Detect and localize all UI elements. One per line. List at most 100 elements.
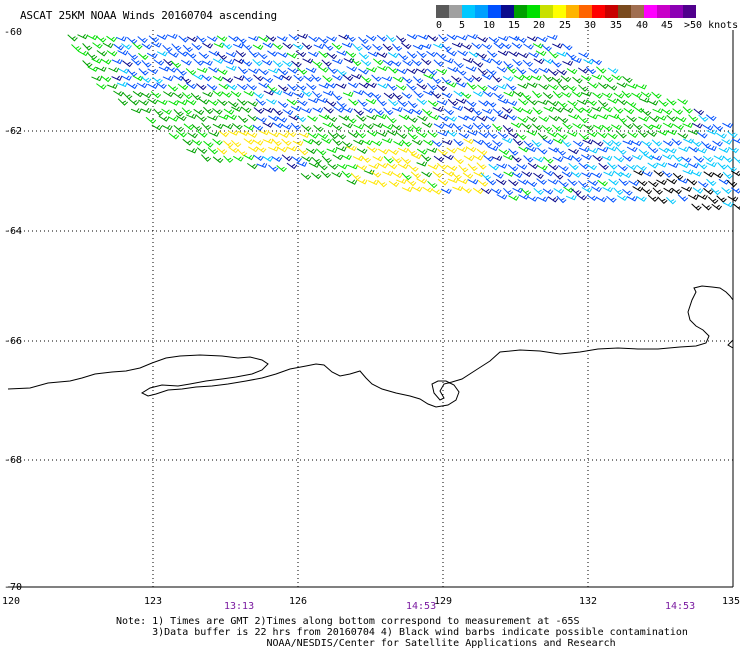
wind-barb	[537, 36, 548, 43]
wind-barb	[417, 115, 428, 122]
wind-barb	[562, 43, 573, 51]
wind-barb	[117, 98, 129, 106]
wind-barb	[616, 82, 628, 88]
wind-barb	[392, 43, 403, 52]
wind-barb	[648, 180, 659, 188]
wind-barb	[477, 179, 489, 187]
wind-barb	[628, 180, 640, 187]
wind-barb	[677, 132, 689, 139]
wind-barb	[598, 162, 609, 170]
time-label-2: 14:53	[406, 601, 436, 612]
wind-barb	[387, 66, 399, 74]
wind-barb	[478, 100, 489, 107]
wind-barb	[650, 124, 662, 130]
wind-barb	[433, 155, 445, 163]
wind-barb	[335, 146, 347, 152]
wind-barb	[611, 139, 622, 147]
wind-barb	[523, 140, 534, 148]
wind-barb	[361, 75, 372, 83]
wind-barb	[325, 82, 337, 89]
wind-barb	[497, 131, 509, 139]
wind-barb	[627, 131, 639, 138]
wind-barb	[363, 123, 374, 130]
scale-swatch	[501, 5, 514, 18]
wind-barb	[411, 186, 423, 192]
wind-barb	[508, 35, 520, 42]
wind-barb	[606, 84, 618, 91]
wind-barb	[578, 67, 589, 74]
wind-barb	[497, 50, 509, 56]
wind-barb	[578, 180, 589, 188]
wind-barb	[722, 122, 734, 129]
wind-barb	[277, 52, 289, 58]
wind-barb	[386, 115, 397, 124]
wind-barb	[222, 76, 234, 83]
wind-barb	[158, 115, 170, 122]
wind-barb	[147, 68, 159, 75]
wind-barb	[411, 108, 423, 115]
wind-barb	[566, 131, 578, 137]
wind-barb	[182, 44, 193, 53]
wind-barb	[181, 59, 192, 66]
wind-barb	[510, 122, 522, 129]
lat-label-60: -60	[4, 27, 22, 38]
wind-barb	[331, 42, 343, 50]
scale-swatch	[475, 5, 488, 18]
wind-barb	[552, 106, 564, 113]
lat-label-66: -66	[4, 336, 22, 347]
wind-barb	[533, 172, 544, 179]
wind-barb	[192, 74, 204, 80]
wind-barb	[342, 91, 354, 97]
wind-barb	[121, 75, 132, 81]
wind-barb	[431, 140, 443, 147]
wind-barb	[407, 148, 418, 157]
wind-barb	[565, 195, 577, 201]
wind-barb	[495, 178, 507, 186]
wind-barb	[728, 146, 739, 154]
wind-barb	[547, 100, 559, 107]
scale-label-10: 10	[483, 20, 496, 31]
wind-barb	[268, 68, 279, 74]
wind-barb	[557, 82, 568, 91]
wind-barb	[138, 68, 149, 76]
wind-barb	[527, 196, 538, 202]
scale-swatch	[566, 5, 579, 18]
wind-barb	[261, 59, 273, 66]
wind-barb	[401, 186, 413, 193]
wind-barb	[350, 73, 362, 80]
wind-barb	[177, 83, 189, 91]
wind-barb	[488, 163, 499, 171]
wind-barb	[726, 179, 738, 188]
wind-barb	[427, 100, 439, 107]
wind-barb	[212, 90, 223, 97]
wind-barb	[721, 187, 732, 195]
wind-barb	[156, 82, 167, 89]
wind-barb	[601, 92, 613, 99]
wind-barb	[626, 196, 638, 202]
wind-barb	[327, 163, 338, 170]
wind-barb	[496, 163, 508, 169]
wind-barb	[212, 75, 224, 82]
wind-barb	[462, 57, 474, 64]
wind-barb	[203, 106, 214, 115]
wind-barb	[386, 130, 398, 136]
wind-barb	[443, 154, 454, 161]
wind-barb	[561, 91, 572, 98]
wind-barb	[698, 114, 709, 122]
wind-barb	[586, 194, 598, 201]
wind-barb	[100, 58, 112, 65]
wind-barb	[635, 84, 647, 90]
wind-barb	[293, 74, 304, 82]
wind-barb	[631, 92, 643, 99]
wind-barb	[576, 99, 588, 105]
wind-barb	[368, 163, 380, 170]
wind-barb	[447, 98, 459, 107]
scale-swatch	[514, 5, 527, 18]
wind-barb	[492, 140, 503, 147]
wind-barb	[712, 124, 724, 132]
scale-swatch	[592, 5, 605, 18]
wind-barb	[308, 51, 319, 58]
wind-barb	[305, 67, 317, 74]
wind-barb	[466, 100, 477, 108]
wind-barb	[520, 188, 532, 196]
